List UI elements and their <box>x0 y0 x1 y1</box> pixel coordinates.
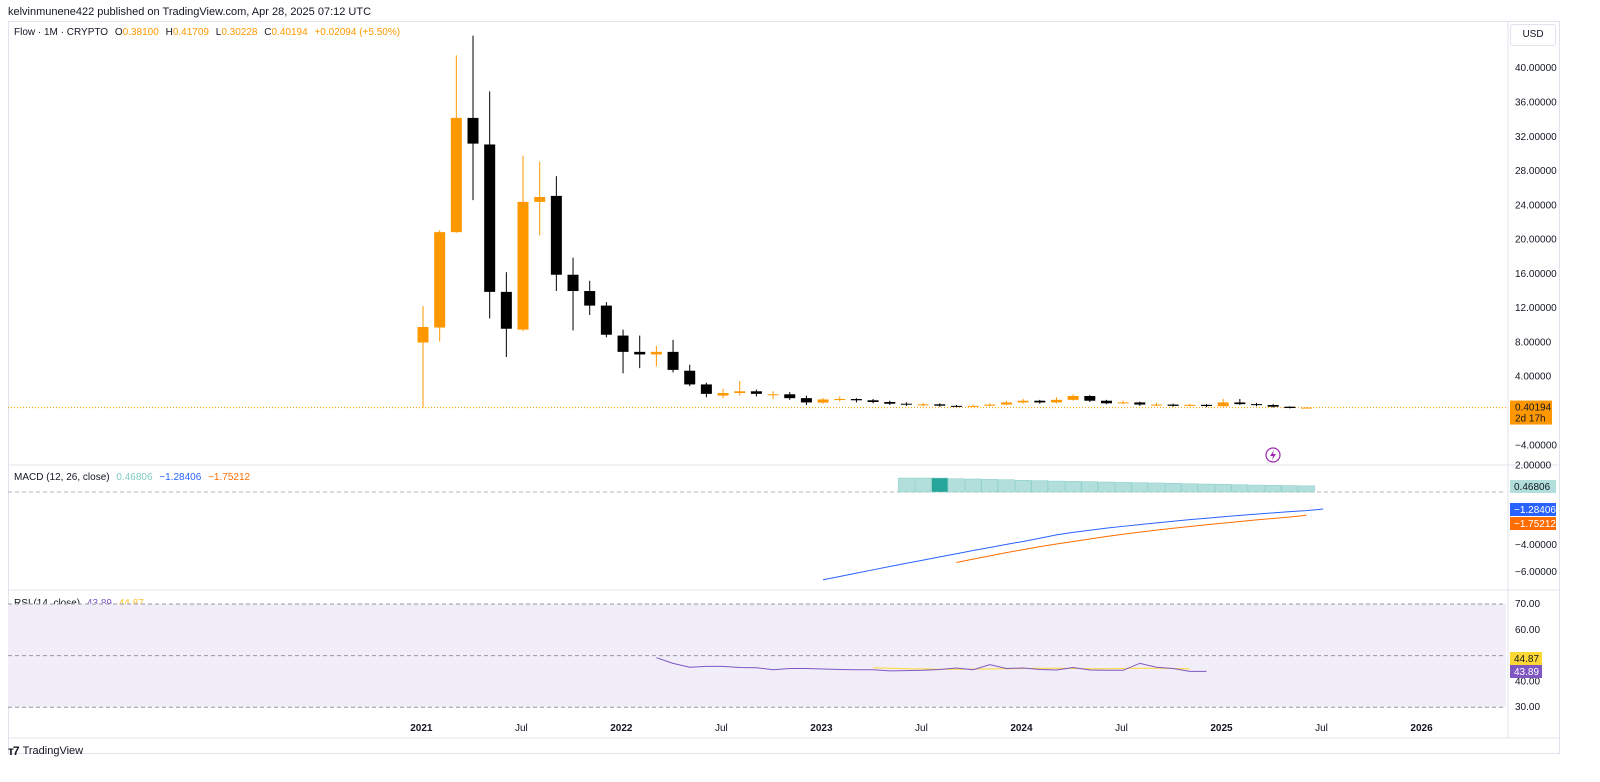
open-value: 0.38100 <box>122 27 159 38</box>
currency-button[interactable]: USD <box>1510 24 1556 46</box>
footer: ᴛ7 TradingView <box>8 744 83 758</box>
high-value: 0.41709 <box>172 27 209 38</box>
macd-line-value: −1.28406 <box>159 472 202 483</box>
change-value: +0.02094 (+5.50%) <box>314 27 401 38</box>
chart-frame <box>8 21 1560 754</box>
symbol-label[interactable]: Flow · 1M · CRYPTO <box>14 27 109 38</box>
tradingview-logo-icon[interactable]: ᴛ7 <box>8 744 20 758</box>
close-value: 0.40194 <box>271 27 308 38</box>
open-label: O <box>114 27 123 38</box>
macd-title[interactable]: MACD (12, 26, close) <box>14 472 110 483</box>
macd-hist-value: 0.46806 <box>116 472 153 483</box>
low-value: 0.30228 <box>221 27 258 38</box>
rsi-value: 43.89 <box>86 598 112 609</box>
high-label: H <box>165 27 173 38</box>
macd-legend: MACD (12, 26, close) 0.46806 −1.28406 −1… <box>14 472 254 483</box>
rsi-ma-value: 44.87 <box>118 598 144 609</box>
rsi-legend: RSI (14, close) 43.89 44.87 <box>14 598 148 609</box>
publish-header: kelvinmunene422 published on TradingView… <box>8 6 372 18</box>
macd-signal-value: −1.75212 <box>208 472 251 483</box>
close-label: C <box>264 27 272 38</box>
price-legend: Flow · 1M · CRYPTO O0.38100 H0.41709 L0.… <box>14 27 404 38</box>
footer-brand[interactable]: TradingView <box>22 745 84 757</box>
rsi-title[interactable]: RSI (14, close) <box>14 598 81 609</box>
low-label: L <box>215 27 222 38</box>
